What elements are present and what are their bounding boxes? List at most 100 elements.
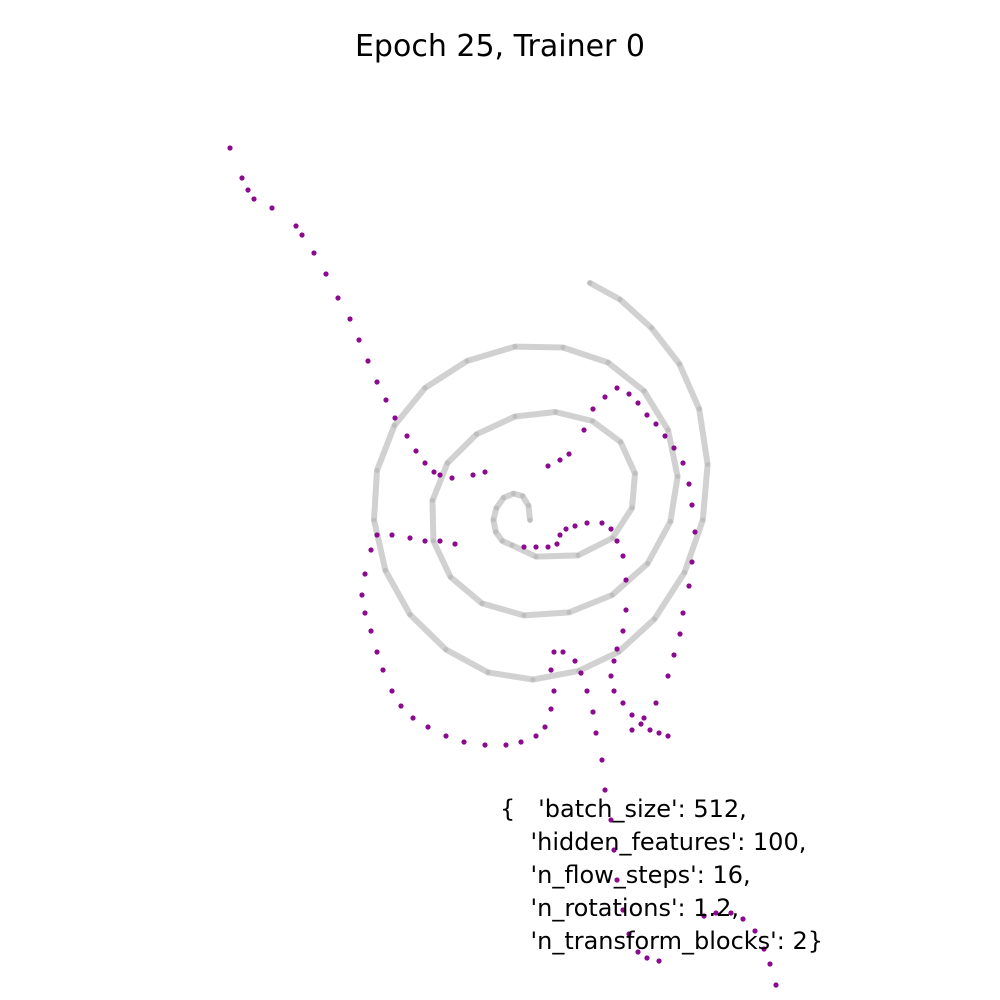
sample-point	[635, 949, 641, 955]
target-point	[665, 427, 671, 433]
sample-point	[422, 538, 428, 544]
sample-point	[593, 730, 599, 736]
sample-point	[407, 535, 413, 541]
target-point	[526, 503, 531, 509]
target-point	[474, 431, 480, 437]
sample-point	[425, 724, 431, 730]
sample-point	[404, 433, 410, 439]
target-point	[443, 647, 449, 653]
target-point	[527, 517, 533, 523]
sample-point	[356, 337, 362, 343]
sample-point	[653, 700, 659, 706]
sample-point	[590, 406, 596, 412]
config-line: 'n_flow_steps': 16,	[500, 861, 751, 889]
sample-point	[686, 583, 692, 589]
target-point	[560, 345, 566, 350]
target-point	[696, 406, 702, 412]
target-point	[391, 423, 397, 428]
target-point	[676, 361, 682, 367]
sample-point	[563, 526, 569, 532]
sample-point	[269, 205, 275, 211]
sample-point	[620, 907, 626, 913]
target-point	[610, 535, 615, 541]
sample-point	[422, 460, 428, 466]
sample-point	[482, 469, 488, 475]
sample-point	[713, 910, 719, 916]
sample-point	[623, 607, 629, 613]
sample-point	[359, 592, 365, 598]
sample-point	[653, 421, 659, 427]
sample-point	[542, 724, 548, 730]
sample-point	[437, 472, 443, 478]
sample-point	[374, 649, 380, 655]
sample-point	[656, 730, 662, 736]
target-point	[566, 609, 572, 615]
sample-point	[323, 271, 329, 277]
config-line: 'n_transform_blocks': 2}	[500, 927, 823, 955]
target-density	[371, 280, 711, 683]
sample-point	[590, 709, 596, 715]
sample-point	[599, 520, 605, 526]
sample-point	[611, 658, 617, 664]
sample-point	[293, 223, 299, 229]
sample-point	[608, 673, 614, 679]
sample-point	[620, 628, 626, 634]
sample-point	[380, 667, 386, 673]
sample-point	[443, 733, 449, 739]
config-line: { 'batch_size': 512,	[500, 795, 747, 823]
sample-point	[452, 541, 458, 547]
target-point	[520, 493, 525, 499]
sample-point	[239, 175, 245, 181]
sample-point	[365, 358, 371, 364]
sample-point	[638, 721, 644, 727]
sample-point	[545, 544, 551, 550]
target-point	[512, 344, 518, 350]
target-point	[382, 567, 388, 573]
target-point	[445, 460, 450, 466]
target-point	[641, 388, 647, 394]
sample-point	[557, 532, 563, 538]
sample-point	[389, 688, 395, 694]
target-point	[649, 325, 654, 331]
sample-point	[578, 670, 584, 676]
sample-point	[620, 553, 626, 559]
sample-point	[392, 415, 398, 421]
target-point	[509, 542, 515, 548]
sample-point	[728, 910, 734, 916]
sample-point	[644, 955, 650, 961]
sample-point	[374, 379, 380, 385]
sample-point	[629, 727, 635, 733]
sample-point	[554, 541, 560, 547]
sample-point	[599, 757, 605, 763]
sample-point	[608, 526, 614, 532]
target-point	[490, 517, 496, 523]
target-point	[521, 612, 527, 618]
sample-point	[503, 742, 509, 748]
sample-point	[614, 538, 620, 544]
target-point	[605, 360, 611, 365]
sample-point	[251, 196, 257, 202]
sample-point	[614, 646, 620, 652]
sample-point	[374, 532, 380, 538]
sample-point	[245, 187, 251, 193]
target-point	[448, 574, 453, 580]
sample-point	[398, 703, 404, 709]
sample-point	[548, 706, 554, 712]
sample-point	[644, 412, 650, 418]
target-point	[667, 519, 673, 524]
config-line: 'hidden_features': 100,	[500, 828, 806, 856]
target-point	[479, 600, 485, 606]
sample-point	[584, 520, 590, 526]
sample-point	[677, 631, 683, 637]
target-point	[575, 552, 581, 558]
sample-point	[362, 571, 368, 577]
sample-point	[368, 547, 374, 553]
sample-point	[689, 559, 695, 565]
sample-point	[560, 649, 566, 655]
sample-point	[533, 544, 539, 550]
target-point	[493, 529, 499, 535]
target-point	[430, 498, 435, 503]
sample-point	[614, 877, 620, 883]
target-point	[589, 418, 595, 424]
sample-point	[671, 652, 677, 658]
